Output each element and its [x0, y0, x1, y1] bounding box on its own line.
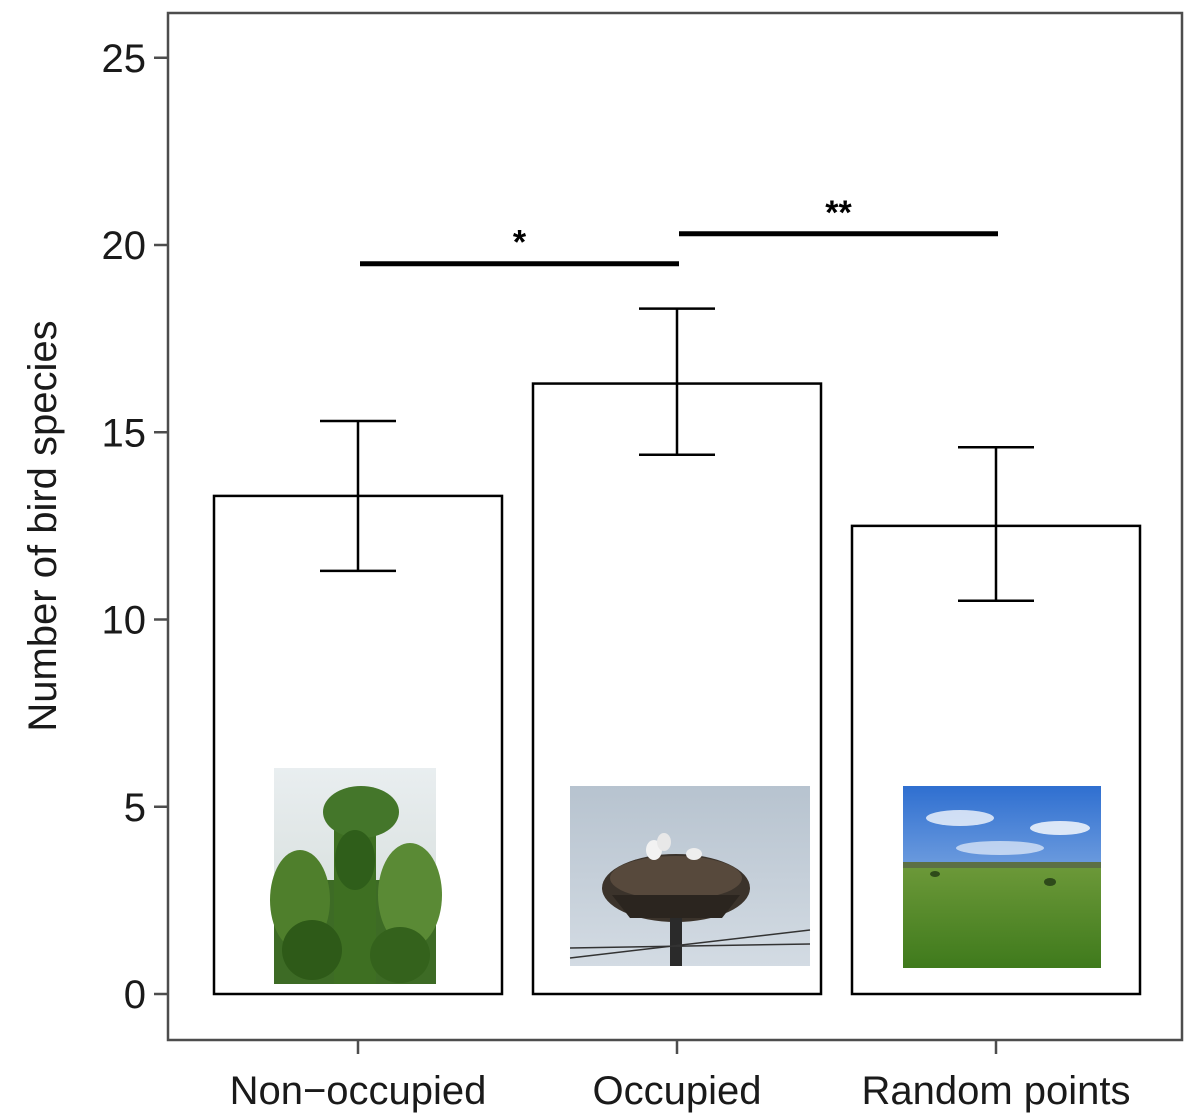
y-tick-label: 10 — [102, 599, 147, 643]
x-tick-label: Random points — [861, 1069, 1130, 1113]
ivy-covered-pole-photo — [270, 768, 442, 984]
stork-nest-photo — [569, 786, 811, 966]
bars — [212, 307, 1142, 996]
error-bar — [958, 445, 1034, 603]
y-axis: 0 5 10 15 20 25 Number of bird species — [21, 37, 168, 1017]
x-tick-label: Non−occupied — [230, 1069, 487, 1113]
plot-panel — [166, 11, 1184, 1042]
y-tick-label: 15 — [102, 411, 147, 455]
significance-label: * — [513, 224, 527, 262]
y-tick-label: 5 — [124, 786, 146, 830]
significance-label: ** — [825, 194, 852, 232]
x-axis: Non−occupied Occupied Random points — [230, 1040, 1131, 1113]
y-tick-label: 0 — [124, 973, 146, 1017]
significance-brackets: *** — [360, 194, 998, 267]
green-field-photo — [903, 786, 1101, 968]
y-tick-label: 20 — [102, 224, 147, 268]
error-bar — [320, 419, 396, 573]
y-tick-label: 25 — [102, 37, 147, 81]
error-bar — [639, 307, 715, 456]
y-axis-title: Number of bird species — [21, 320, 65, 731]
x-tick-label: Occupied — [593, 1069, 762, 1113]
